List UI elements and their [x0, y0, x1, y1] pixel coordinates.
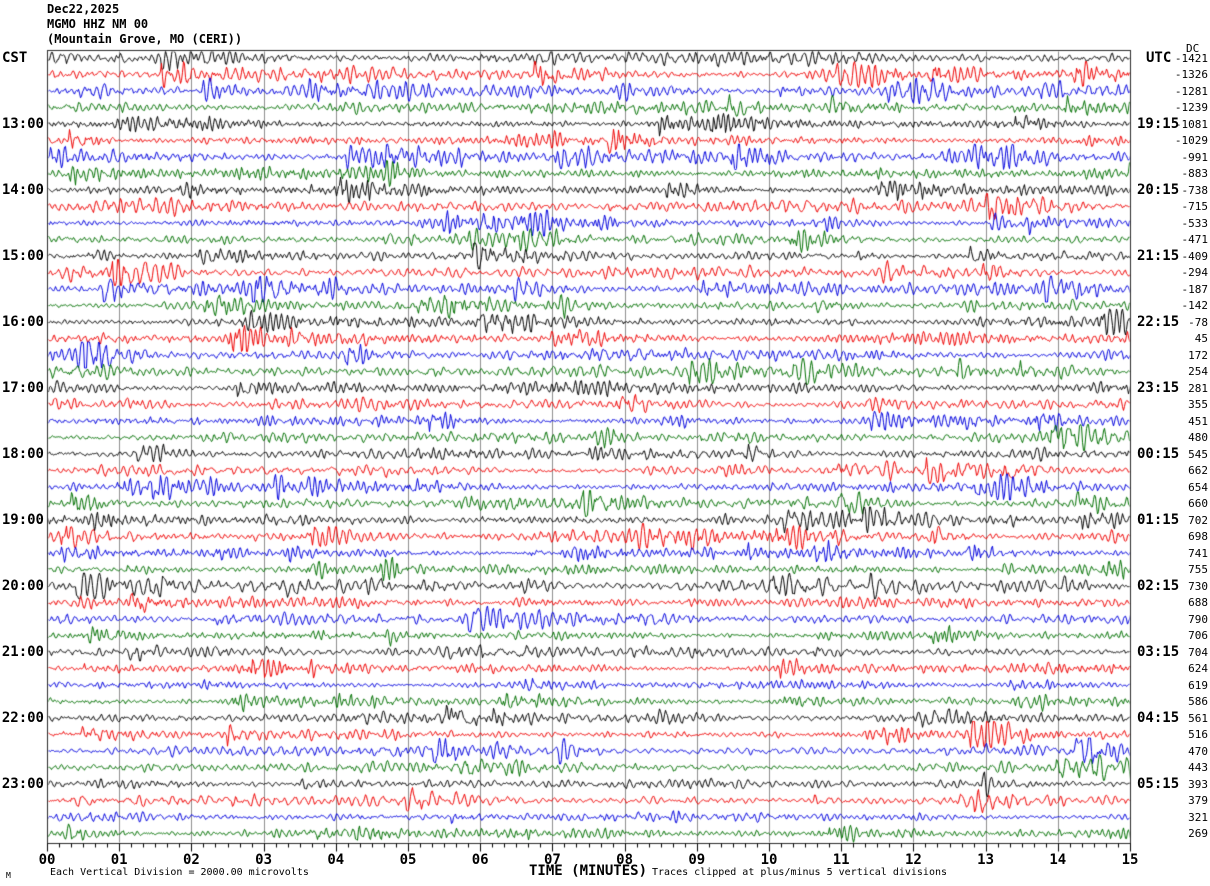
dc-offset-value: 654: [1188, 480, 1208, 494]
left-time-label: 19:00: [1, 511, 44, 528]
dc-offset-value: -471: [1181, 233, 1209, 246]
dc-offset-value: 561: [1188, 711, 1208, 725]
left-time-label: 18:00: [1, 445, 44, 462]
x-tick-label: 12: [904, 852, 922, 868]
right-time-label: 04:15: [1137, 709, 1180, 726]
dc-offset-value: 660: [1188, 497, 1208, 510]
dc-offset-value: -883: [1181, 167, 1209, 180]
dc-offset-value: 480: [1188, 431, 1208, 444]
dc-offset-value: 281: [1188, 381, 1208, 395]
dc-offset-value: -533: [1181, 216, 1209, 230]
dc-offset-value: 730: [1188, 579, 1208, 593]
dc-offset-value: 443: [1188, 761, 1208, 774]
left-time-label: 17:00: [1, 379, 44, 396]
left-time-label: 22:00: [1, 709, 44, 726]
right-time-label: 23:15: [1137, 379, 1180, 396]
dc-offset-value: 688: [1188, 596, 1208, 609]
x-tick-label: 15: [1121, 852, 1139, 868]
footnote-clip: Traces clipped at plus/minus 5 vertical …: [652, 867, 948, 878]
dc-offset-value: 698: [1188, 530, 1208, 543]
left-time-label: 23:00: [1, 775, 44, 792]
x-tick-label: 05: [399, 852, 417, 868]
dc-offset-value: -78: [1188, 315, 1208, 329]
x-tick-label: 14: [1049, 852, 1067, 868]
dc-offset-value: 379: [1188, 794, 1208, 807]
left-time-label: 21:00: [1, 643, 44, 660]
x-tick-label: 09: [688, 852, 706, 868]
dc-offset-value: 470: [1188, 744, 1208, 758]
x-tick-label: 04: [327, 852, 345, 868]
dc-offset-value: 755: [1188, 563, 1208, 576]
x-tick-label: 03: [255, 852, 273, 868]
dc-offset-value: 586: [1188, 695, 1208, 708]
dc-offset-value: 321: [1188, 810, 1208, 824]
left-time-label: 13:00: [1, 115, 44, 132]
left-time-label: 20:00: [1, 577, 44, 594]
dc-offset-value: -1326: [1174, 68, 1208, 81]
dc-offset-value: 662: [1188, 464, 1208, 477]
dc-offset-value: 704: [1188, 645, 1208, 659]
x-tick-label: 13: [977, 852, 995, 868]
dc-offset-value: 269: [1188, 827, 1208, 840]
dc-offset-value: -187: [1181, 282, 1209, 296]
dc-offset-value: -1239: [1174, 101, 1208, 114]
dc-offset-value: -142: [1181, 299, 1209, 312]
dc-offset-value: -409: [1181, 249, 1209, 263]
dc-offset-value: -1029: [1174, 134, 1208, 147]
right-time-label: 21:15: [1137, 247, 1180, 264]
x-tick-label: 02: [182, 852, 200, 868]
right-time-label: 05:15: [1137, 775, 1180, 792]
corner-mark: M: [6, 871, 11, 880]
right-time-label: 01:15: [1137, 511, 1180, 528]
dc-offset-value: -991: [1181, 150, 1209, 164]
dc-offset-value: 624: [1188, 662, 1208, 675]
right-time-label: 00:15: [1137, 445, 1180, 462]
footnote-scale: Each Vertical Division = 2000.00 microvo…: [50, 867, 309, 878]
dc-offset-value: 706: [1188, 629, 1208, 642]
right-time-label: 03:15: [1137, 643, 1180, 660]
dc-offset-value: -1081: [1174, 117, 1208, 131]
right-time-label: 20:15: [1137, 181, 1180, 198]
right-time-label: 02:15: [1137, 577, 1180, 594]
dc-offset-value: 393: [1188, 777, 1208, 791]
dc-offset-value: 45: [1194, 332, 1208, 345]
x-axis-title: TIME (MINUTES): [529, 863, 648, 879]
x-tick-label: 00: [38, 852, 56, 868]
dc-offset-value: 741: [1188, 546, 1208, 560]
x-tick-label: 01: [110, 852, 128, 868]
dc-offset-value: -1281: [1174, 84, 1208, 98]
dc-offset-value: -294: [1181, 266, 1209, 279]
right-time-label: 19:15: [1137, 115, 1180, 132]
dc-offset-value: -1421: [1174, 51, 1208, 65]
right-time-label: 22:15: [1137, 313, 1180, 330]
x-tick-label: 08: [616, 852, 634, 868]
x-tick-label: 07: [543, 852, 561, 868]
dc-offset-value: 619: [1188, 678, 1208, 692]
dc-offset-value: 790: [1188, 612, 1208, 626]
dc-offset-value: 516: [1188, 728, 1208, 741]
left-time-label: 14:00: [1, 181, 44, 198]
dc-offset-value: 172: [1188, 348, 1208, 362]
x-tick-label: 11: [832, 852, 850, 868]
dc-offset-value: 451: [1188, 414, 1208, 428]
dc-offset-value: 254: [1188, 365, 1208, 378]
dc-offset-value: 545: [1188, 447, 1208, 461]
dc-offset-value: -715: [1181, 200, 1209, 213]
x-tick-label: 06: [471, 852, 489, 868]
dc-offset-value: 702: [1188, 513, 1208, 527]
dc-offset-value: 355: [1188, 398, 1208, 411]
x-tick-label: 10: [760, 852, 778, 868]
left-time-label: 16:00: [1, 313, 44, 330]
dc-offset-value: -738: [1181, 183, 1209, 197]
left-time-label: 15:00: [1, 247, 44, 264]
